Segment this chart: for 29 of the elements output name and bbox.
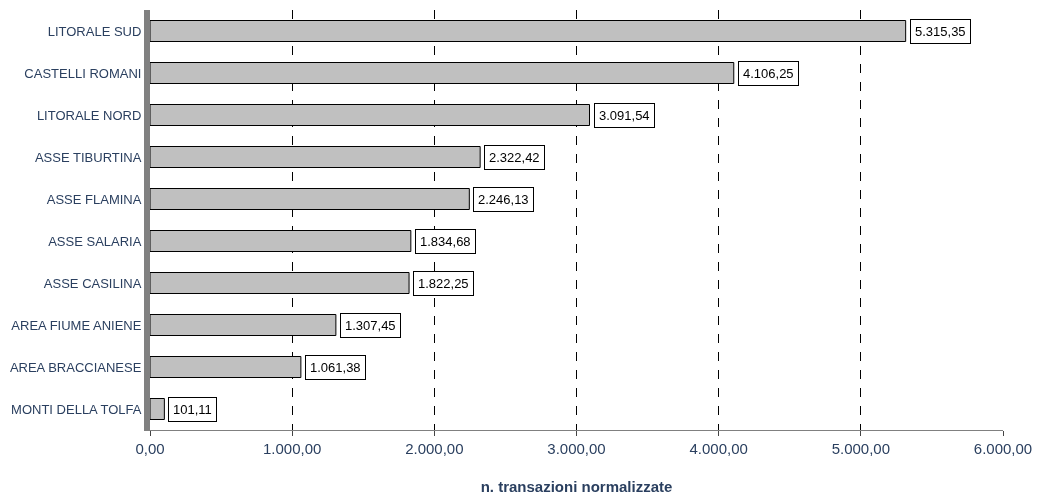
data-label: 1.061,38 (310, 360, 361, 375)
x-tick-label: 0,00 (135, 440, 165, 457)
bar (150, 398, 165, 420)
data-label: 1.822,25 (418, 276, 469, 291)
x-tick-label: 2.000,00 (405, 440, 464, 457)
x-tick-label: 1.000,00 (262, 440, 322, 457)
y-tick-label: MONTI DELLA TOLFA (11, 401, 142, 417)
y-tick-label: CASTELLI ROMANI (24, 65, 142, 81)
data-label: 2.322,42 (489, 150, 540, 165)
x-tick-label: 5.000,00 (831, 440, 891, 457)
data-label: 4.106,25 (743, 66, 794, 81)
y-tick-label: LITORALE SUD (47, 23, 142, 39)
x-axis-title: n. transazioni normalizzate (480, 478, 673, 495)
data-label: 3.091,54 (599, 108, 650, 123)
y-tick-label: AREA BRACCIANESE (9, 359, 142, 375)
data-label: 2.246,13 (478, 192, 529, 207)
y-tick-label: AREA FIUME ANIENE (11, 317, 142, 333)
y-tick-label: LITORALE NORD (36, 107, 142, 123)
data-label: 1.307,45 (345, 318, 396, 333)
y-tick-label: ASSE TIBURTINA (34, 149, 142, 165)
x-tick-label: 6.000,00 (973, 440, 1033, 457)
data-label: 1.834,68 (420, 234, 471, 249)
data-label: 101,11 (173, 402, 212, 417)
x-tick-label: 3.000,00 (547, 440, 606, 457)
data-label: 5.315,35 (915, 24, 966, 39)
y-tick-label: ASSE FLAMINA (46, 191, 142, 207)
y-tick-label: ASSE CASILINA (43, 275, 142, 291)
x-tick-label: 4.000,00 (689, 440, 748, 457)
y-tick-label: ASSE SALARIA (48, 233, 142, 249)
